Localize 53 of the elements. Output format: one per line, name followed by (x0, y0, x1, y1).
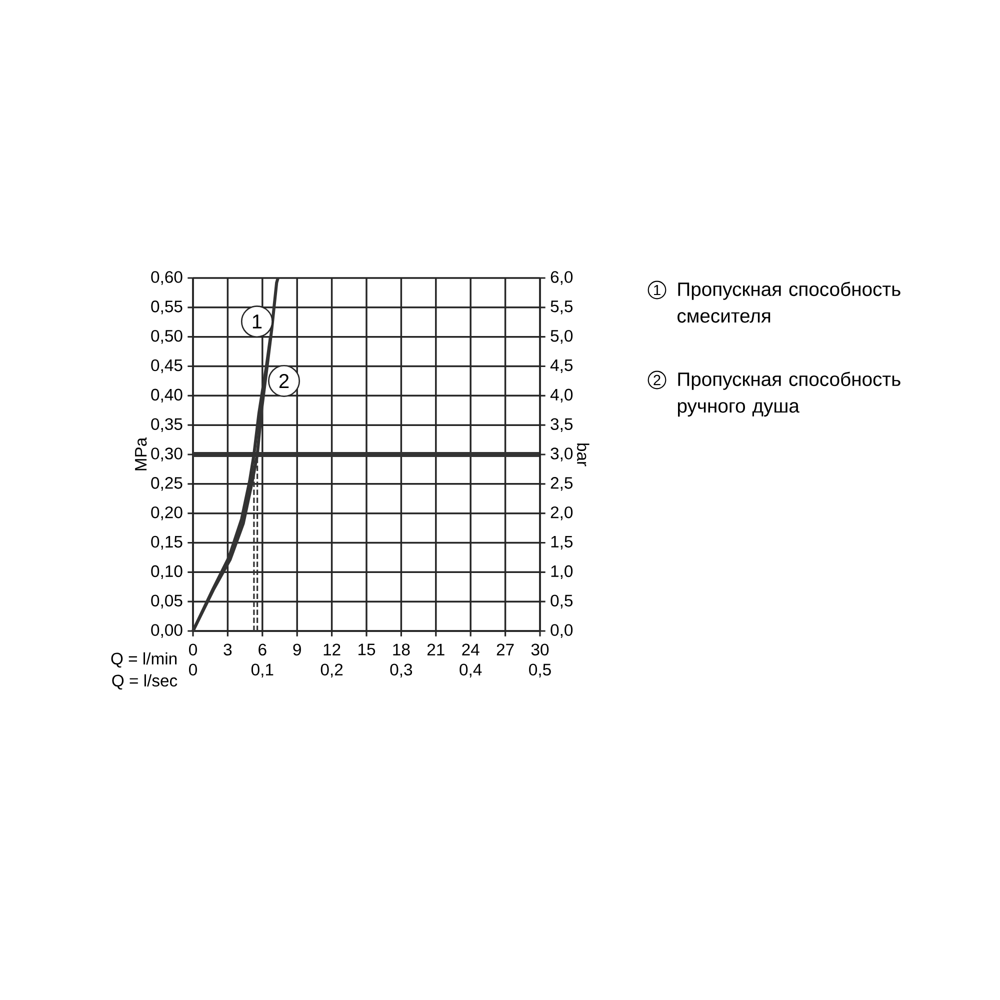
y-tick-label: 0,35 (151, 418, 182, 432)
y2-tick-label: 3,5 (550, 418, 573, 432)
y-tick-label: 0,00 (151, 624, 182, 638)
x-tick-label: 9 (293, 644, 301, 656)
y2-tick-label: 2,0 (550, 506, 573, 520)
y-tick-label: 0,05 (151, 594, 182, 608)
y2-tick-label: 1,0 (551, 565, 573, 580)
x2-tick-label: 0,5 (529, 664, 551, 678)
x2-tick-label: 0 (189, 664, 197, 676)
x-tick-label: 18 (393, 644, 410, 656)
y2-tick-label: 4,0 (550, 388, 573, 403)
y2-tick-label: 4,5 (550, 359, 573, 374)
y-tick-label: 0,30 (151, 448, 182, 462)
x2-axis-title: Q = l/sec (112, 674, 178, 690)
annotation: 2 (279, 374, 289, 388)
y2-tick-label: 0,5 (550, 594, 573, 608)
y-tick-label: 0,15 (151, 536, 182, 550)
y2-tick-label: 2,5 (550, 477, 573, 491)
x-axis-title: Q = l/min (111, 652, 177, 668)
y-tick-label: 0,25 (151, 477, 182, 491)
y2-tick-label: 0,0 (550, 624, 573, 638)
x2-tick-label: 0,2 (320, 664, 343, 678)
x-tick-label: 27 (496, 644, 514, 656)
x-tick-label: 3 (224, 644, 232, 656)
x2-tick-label: 0,3 (390, 664, 412, 678)
x2-tick-label: 0,4 (460, 664, 482, 678)
y-tick-label: 0,40 (151, 388, 182, 403)
text: 1 (654, 284, 660, 296)
y-tick-label: 0,50 (151, 330, 182, 344)
y-tick-label: 0,45 (151, 359, 182, 374)
text: Пропускная способность ручного душа (678, 372, 900, 417)
x-tick-label: 0 (189, 644, 197, 656)
y2-tick-label: 5,0 (550, 330, 573, 344)
y2-axis-title: bar (577, 444, 590, 466)
x-tick-label: 30 (531, 644, 549, 656)
annotation: 1 (252, 314, 262, 328)
x-tick-label: 24 (462, 644, 480, 656)
text: 2 (654, 374, 660, 386)
x2-tick-label: 0,1 (251, 664, 274, 678)
y2-tick-label: 3,0 (550, 448, 573, 462)
x-tick-label: 15 (358, 644, 376, 656)
x-tick-label: 6 (258, 644, 266, 656)
y-tick-label: 0,10 (151, 565, 182, 580)
x-tick-label: 21 (427, 644, 444, 656)
y-tick-label: 0,60 (151, 271, 182, 285)
text: Пропускная способность смесителя (678, 282, 900, 323)
y-axis-title: MPa (135, 437, 147, 470)
y2-tick-label: 1,5 (551, 536, 573, 550)
y-tick-label: 0,20 (151, 506, 182, 520)
y2-tick-label: 6,0 (550, 271, 573, 285)
y2-tick-label: 5,5 (550, 300, 573, 314)
y-tick-label: 0,55 (151, 300, 182, 314)
x-tick-label: 12 (324, 644, 340, 656)
